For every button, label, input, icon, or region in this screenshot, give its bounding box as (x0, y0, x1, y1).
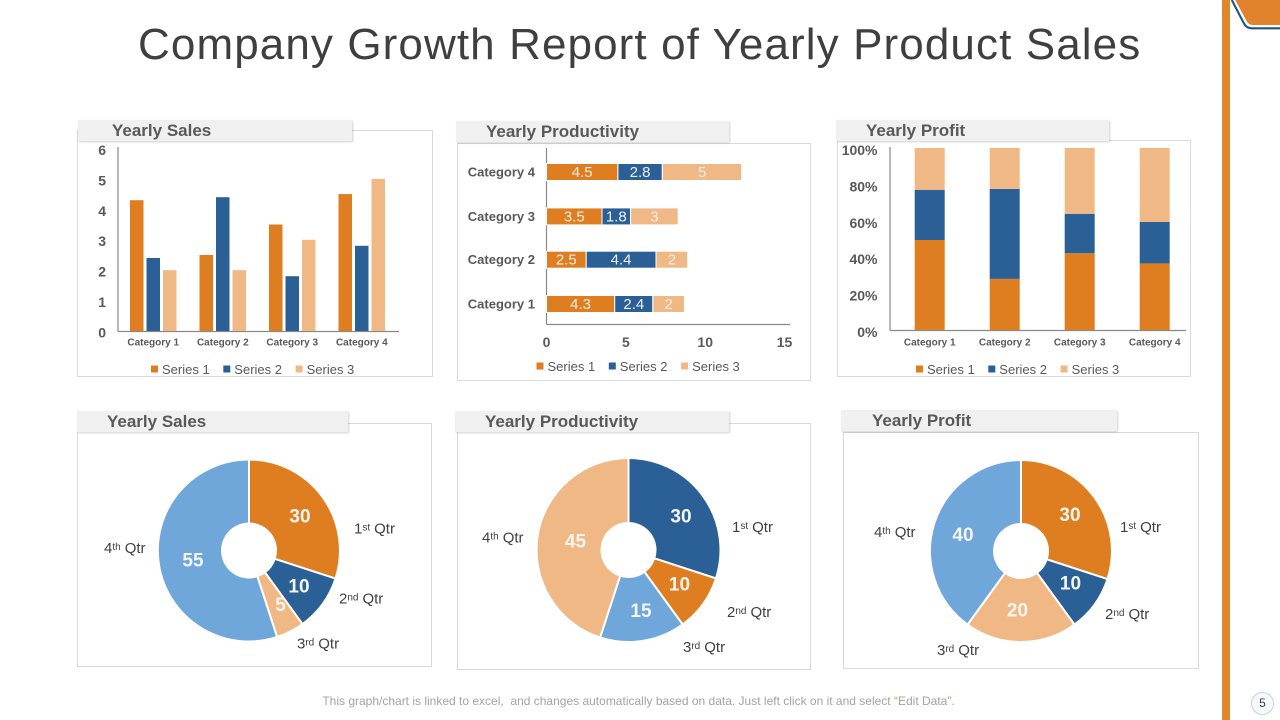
svg-text:Category 2: Category 2 (979, 338, 1031, 349)
svg-text:80%: 80% (849, 178, 878, 194)
svg-text:Category 2: Category 2 (468, 252, 535, 267)
svg-text:40: 40 (952, 525, 973, 546)
svg-text:3: 3 (98, 233, 106, 249)
svg-text:Series 3: Series 3 (1072, 362, 1120, 377)
svg-text:1: 1 (98, 294, 106, 310)
svg-text:Category 3: Category 3 (1054, 338, 1106, 349)
svg-text:30: 30 (670, 507, 691, 528)
svg-text:5: 5 (98, 172, 106, 188)
svg-text:0: 0 (543, 334, 551, 350)
svg-text:5: 5 (698, 164, 706, 181)
svg-text:Category 4: Category 4 (468, 165, 536, 180)
svg-text:5: 5 (275, 595, 286, 616)
svg-text:6: 6 (98, 142, 106, 158)
svg-text:40%: 40% (849, 251, 878, 267)
svg-text:Series 2: Series 2 (234, 362, 282, 377)
svg-text:Category 1: Category 1 (127, 338, 179, 349)
svg-text:Series 1: Series 1 (927, 362, 975, 377)
svg-text:30: 30 (1059, 505, 1080, 526)
svg-text:4: 4 (98, 203, 106, 219)
svg-text:2: 2 (668, 252, 676, 269)
svg-text:30: 30 (289, 507, 310, 528)
svg-text:Series 3: Series 3 (307, 362, 355, 377)
svg-text:3.5: 3.5 (564, 208, 585, 225)
svg-text:2.4: 2.4 (623, 296, 644, 313)
svg-text:10: 10 (1060, 574, 1081, 595)
svg-text:10: 10 (669, 575, 690, 596)
svg-text:4.4: 4.4 (611, 252, 632, 269)
svg-text:4.5: 4.5 (572, 164, 593, 181)
svg-text:Category 3: Category 3 (266, 338, 318, 349)
svg-text:15: 15 (630, 601, 652, 622)
svg-text:20: 20 (1007, 601, 1028, 622)
svg-text:Category 4: Category 4 (1129, 338, 1181, 349)
svg-text:1.8: 1.8 (606, 208, 627, 225)
svg-text:45: 45 (565, 532, 587, 553)
svg-text:4.3: 4.3 (570, 296, 591, 313)
svg-text:100%: 100% (842, 142, 878, 158)
svg-text:2: 2 (98, 264, 106, 280)
svg-text:20%: 20% (849, 288, 878, 304)
svg-text:Series 2: Series 2 (620, 359, 668, 374)
svg-text:Series 3: Series 3 (692, 359, 740, 374)
svg-text:Category 4: Category 4 (336, 338, 388, 349)
svg-text:Category 1: Category 1 (468, 297, 535, 312)
svg-text:55: 55 (182, 551, 204, 572)
svg-text:Series 1: Series 1 (548, 359, 596, 374)
svg-text:Category 2: Category 2 (197, 338, 249, 349)
svg-text:3: 3 (650, 208, 658, 225)
svg-text:10: 10 (288, 577, 309, 598)
svg-text:2.5: 2.5 (556, 252, 577, 269)
svg-text:Category 1: Category 1 (904, 338, 956, 349)
svg-text:60%: 60% (849, 215, 878, 231)
svg-text:Series 2: Series 2 (999, 362, 1047, 377)
svg-text:Series 1: Series 1 (162, 362, 210, 377)
svg-text:10: 10 (697, 334, 713, 350)
svg-text:0%: 0% (857, 324, 878, 340)
svg-text:0: 0 (98, 325, 106, 341)
svg-text:2.8: 2.8 (630, 164, 651, 181)
svg-text:2: 2 (665, 296, 673, 313)
svg-text:5: 5 (622, 334, 630, 350)
svg-text:Category 3: Category 3 (468, 209, 535, 224)
svg-text:15: 15 (777, 334, 793, 350)
